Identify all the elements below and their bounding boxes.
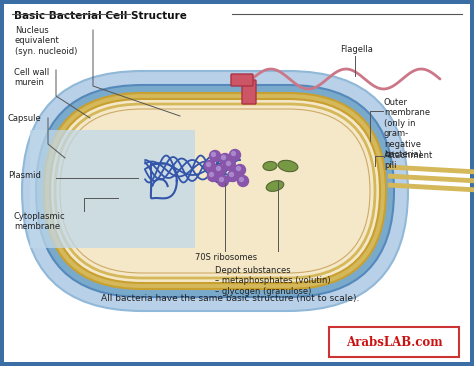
Circle shape (229, 172, 234, 176)
Circle shape (239, 178, 244, 182)
Text: Capsule: Capsule (8, 114, 42, 123)
FancyBboxPatch shape (231, 74, 253, 86)
FancyBboxPatch shape (22, 71, 408, 311)
Circle shape (217, 167, 220, 171)
Circle shape (204, 161, 216, 172)
FancyBboxPatch shape (329, 327, 459, 357)
Text: All bacteria have the same basic structure (not to scale).: All bacteria have the same basic structu… (101, 294, 359, 303)
Circle shape (210, 150, 220, 161)
Circle shape (237, 167, 240, 171)
Text: Nucleus
equivalent
(syn. nucleoid): Nucleus equivalent (syn. nucleoid) (15, 26, 77, 56)
Ellipse shape (278, 160, 298, 172)
Text: Cytoplasmic
membrane: Cytoplasmic membrane (14, 212, 65, 231)
Circle shape (211, 153, 216, 157)
Circle shape (207, 163, 210, 167)
Text: Plasmid: Plasmid (8, 171, 41, 179)
FancyBboxPatch shape (4, 4, 470, 362)
Circle shape (231, 152, 236, 156)
Circle shape (225, 160, 236, 171)
FancyBboxPatch shape (44, 93, 386, 289)
FancyBboxPatch shape (36, 85, 394, 297)
Text: ArabsLAB.com: ArabsLAB.com (346, 336, 442, 348)
Circle shape (210, 172, 213, 176)
Circle shape (229, 149, 240, 161)
Circle shape (215, 164, 226, 176)
Circle shape (219, 153, 230, 164)
Circle shape (208, 171, 219, 182)
Text: Attachment
pili: Attachment pili (384, 151, 433, 171)
Text: Outer
membrane
(only in
gram-
negative
bacteria): Outer membrane (only in gram- negative b… (384, 98, 430, 159)
Circle shape (235, 164, 246, 176)
FancyBboxPatch shape (55, 104, 375, 278)
Circle shape (228, 171, 238, 182)
Circle shape (218, 176, 228, 187)
FancyBboxPatch shape (30, 130, 195, 248)
Ellipse shape (263, 161, 277, 171)
Circle shape (237, 176, 248, 187)
FancyBboxPatch shape (60, 109, 370, 273)
Circle shape (227, 161, 230, 165)
Text: 70S ribosomes: 70S ribosomes (195, 253, 257, 262)
FancyBboxPatch shape (50, 99, 380, 283)
Text: Basic Bacterial Cell Structure: Basic Bacterial Cell Structure (14, 11, 187, 21)
FancyBboxPatch shape (242, 80, 256, 104)
Text: Cell wall
murein: Cell wall murein (14, 68, 49, 87)
Circle shape (219, 178, 224, 182)
Circle shape (221, 156, 226, 160)
Text: Flagella: Flagella (340, 45, 373, 54)
Ellipse shape (266, 181, 284, 191)
Text: Depot substances
– metaphosphates (volutin)
– glycogen (granulose): Depot substances – metaphosphates (volut… (215, 266, 331, 296)
